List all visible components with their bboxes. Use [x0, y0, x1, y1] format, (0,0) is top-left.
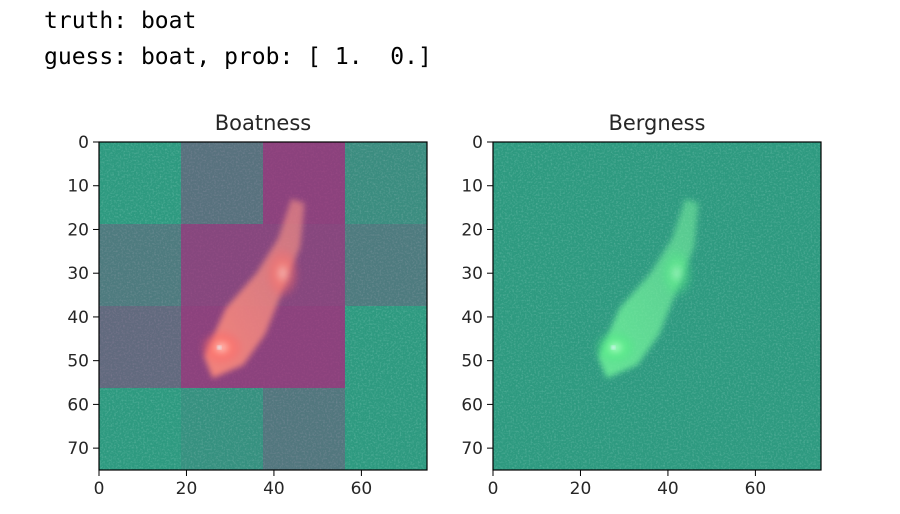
y-tick-label: 40 — [461, 308, 483, 328]
panel-title-boatness: Boatness — [215, 111, 311, 135]
y-tick-label: 30 — [461, 264, 483, 284]
bright-object — [199, 198, 305, 379]
panel-title-bergness: Bergness — [608, 111, 705, 135]
prob-label: prob: — [224, 44, 294, 70]
x-tick-label: 40 — [263, 479, 285, 499]
x-tick-label: 20 — [570, 479, 592, 499]
y-tick-label: 50 — [461, 352, 483, 372]
heatmap-block — [99, 306, 181, 388]
prob-value: [ 1. 0.] — [307, 44, 432, 70]
y-tick-label: 0 — [78, 133, 89, 153]
y-tick-label: 40 — [67, 308, 89, 328]
y-tick-label: 50 — [67, 352, 89, 372]
truth-line: truth: boat — [44, 8, 196, 34]
guess-label: guess: — [44, 44, 128, 70]
y-tick-label: 20 — [461, 220, 483, 240]
plot-frame — [492, 141, 822, 471]
y-tick-label: 60 — [461, 395, 483, 415]
y-tick-label: 70 — [461, 439, 483, 459]
y-tick-label: 30 — [67, 264, 89, 284]
guess-value: boat, — [140, 44, 211, 70]
heatmap-block — [99, 224, 181, 306]
x-tick-label: 0 — [488, 479, 499, 499]
heatmap-image-boatness — [98, 141, 428, 471]
x-tick-label: 60 — [745, 479, 767, 499]
heatmap-block — [263, 388, 345, 470]
truth-value: boat — [140, 8, 197, 34]
plot-frame — [98, 141, 428, 471]
x-tick-label: 60 — [351, 479, 373, 499]
truth-label: truth: — [44, 8, 128, 34]
y-tick-label: 60 — [67, 395, 89, 415]
heatmap-block — [181, 142, 263, 224]
heatmap-block — [345, 142, 427, 224]
heatmap-block — [263, 306, 345, 388]
x-tick-label: 20 — [176, 479, 198, 499]
x-tick-label: 40 — [657, 479, 679, 499]
heatmap-block — [181, 388, 263, 470]
y-tick-label: 70 — [67, 439, 89, 459]
x-tick-label: 0 — [94, 479, 105, 499]
heatmap-image-bergness — [492, 141, 822, 471]
y-tick-label: 10 — [461, 177, 483, 197]
y-tick-label: 0 — [472, 133, 483, 153]
y-tick-label: 20 — [67, 220, 89, 240]
heatmap-block — [263, 142, 345, 224]
bright-object — [593, 198, 699, 379]
heatmap-block — [345, 224, 427, 306]
guess-line: guess: boat, prob: [ 1. 0.] — [44, 44, 432, 70]
y-tick-label: 10 — [67, 177, 89, 197]
